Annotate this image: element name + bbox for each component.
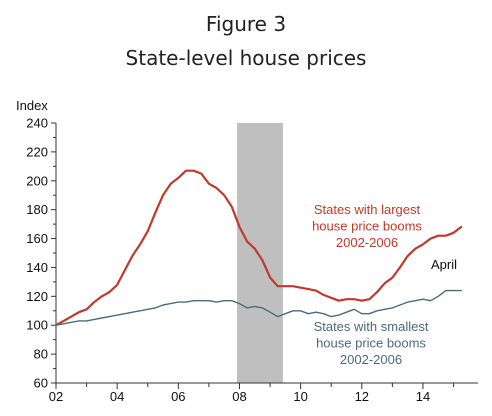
y-axis-label: Index [16, 98, 48, 113]
x-tick-label: 14 [416, 389, 430, 404]
annotation-april: April [431, 257, 457, 272]
figure-number: Figure 3 [205, 12, 287, 36]
y-tick-label: 140 [26, 260, 48, 275]
y-tick-label: 120 [26, 289, 48, 304]
y-tick-label: 240 [26, 116, 48, 131]
series-label-line: States with largest [314, 202, 421, 217]
x-tick-label: 02 [49, 389, 63, 404]
x-tick-label: 04 [110, 389, 124, 404]
series-label-largest-booms: States with largest house price booms 2002… [312, 202, 422, 250]
y-tick-label: 100 [26, 318, 48, 333]
y-tick-label: 60 [34, 376, 48, 391]
x-tick-label: 10 [293, 389, 307, 404]
series-label-line: 2002-2006 [340, 352, 402, 367]
y-tick-label: 160 [26, 231, 48, 246]
series-label-line: 2002-2006 [336, 235, 398, 250]
y-tick-label: 220 [26, 144, 48, 159]
y-tick-label: 180 [26, 202, 48, 217]
series-line-largest-booms [54, 169, 463, 327]
series-line-smallest-booms [55, 289, 462, 326]
chart-title: State-level house prices [125, 46, 367, 70]
x-tick-label: 08 [232, 389, 246, 404]
x-tick-label: 12 [355, 389, 369, 404]
x-tick-label: 06 [171, 389, 185, 404]
series-label-line: house price booms [312, 219, 422, 234]
y-tick-label: 80 [34, 347, 48, 362]
series-label-smallest-booms: States with smallest house price booms 200… [314, 319, 429, 367]
y-tick-label: 200 [26, 173, 48, 188]
series-label-line: States with smallest [314, 319, 429, 334]
shaded-region [237, 123, 283, 383]
series-label-line: house price booms [316, 336, 426, 351]
